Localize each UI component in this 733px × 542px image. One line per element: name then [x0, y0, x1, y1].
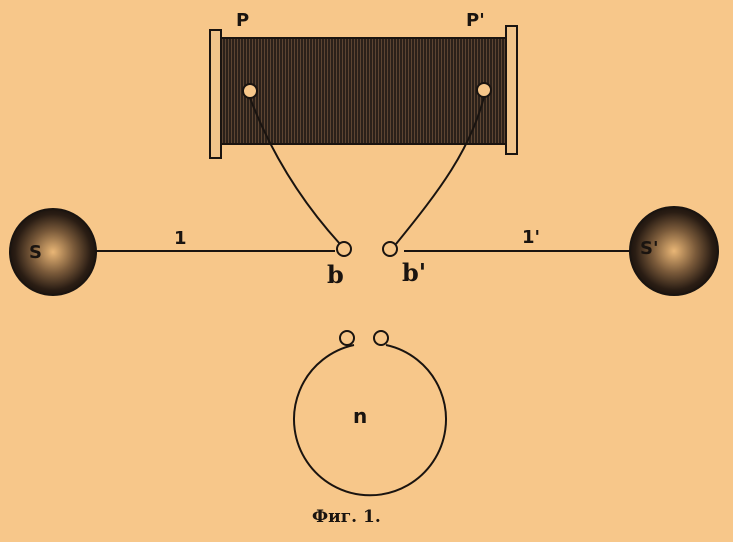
resonator-right-ball — [373, 330, 389, 346]
coil-winding — [219, 37, 508, 145]
induction-coil: P P' — [209, 10, 518, 159]
wire-left-label: 1 — [174, 228, 187, 249]
coil-right-terminal — [476, 82, 492, 98]
coil-left-flange — [209, 29, 222, 159]
spark-gap-left-ball — [336, 241, 352, 257]
spark-gap-left-label: b — [327, 260, 344, 289]
sphere-right: S' — [629, 206, 719, 296]
wire-right-label: 1' — [522, 227, 540, 248]
resonator-left-ball — [339, 330, 355, 346]
sphere-left-label: S — [29, 242, 42, 263]
coil-left-terminal-label: P — [236, 10, 249, 31]
spark-gap-right-label: b' — [402, 258, 426, 287]
coil-right-lead — [395, 96, 485, 245]
resonator-wire — [293, 344, 447, 497]
coil-right-terminal-label: P' — [466, 10, 485, 31]
sphere-left-body — [9, 208, 97, 296]
coil-right-flange — [505, 25, 518, 155]
coil-left-lead — [249, 97, 341, 245]
resonator-label: n — [353, 404, 367, 428]
sphere-right-label: S' — [640, 238, 658, 259]
spark-gap-right-ball — [382, 241, 398, 257]
sphere-left: S — [9, 208, 97, 296]
figure-caption: Фиг. 1. — [312, 507, 381, 527]
resonator-ring: n — [293, 330, 447, 497]
coil-left-terminal — [242, 83, 258, 99]
